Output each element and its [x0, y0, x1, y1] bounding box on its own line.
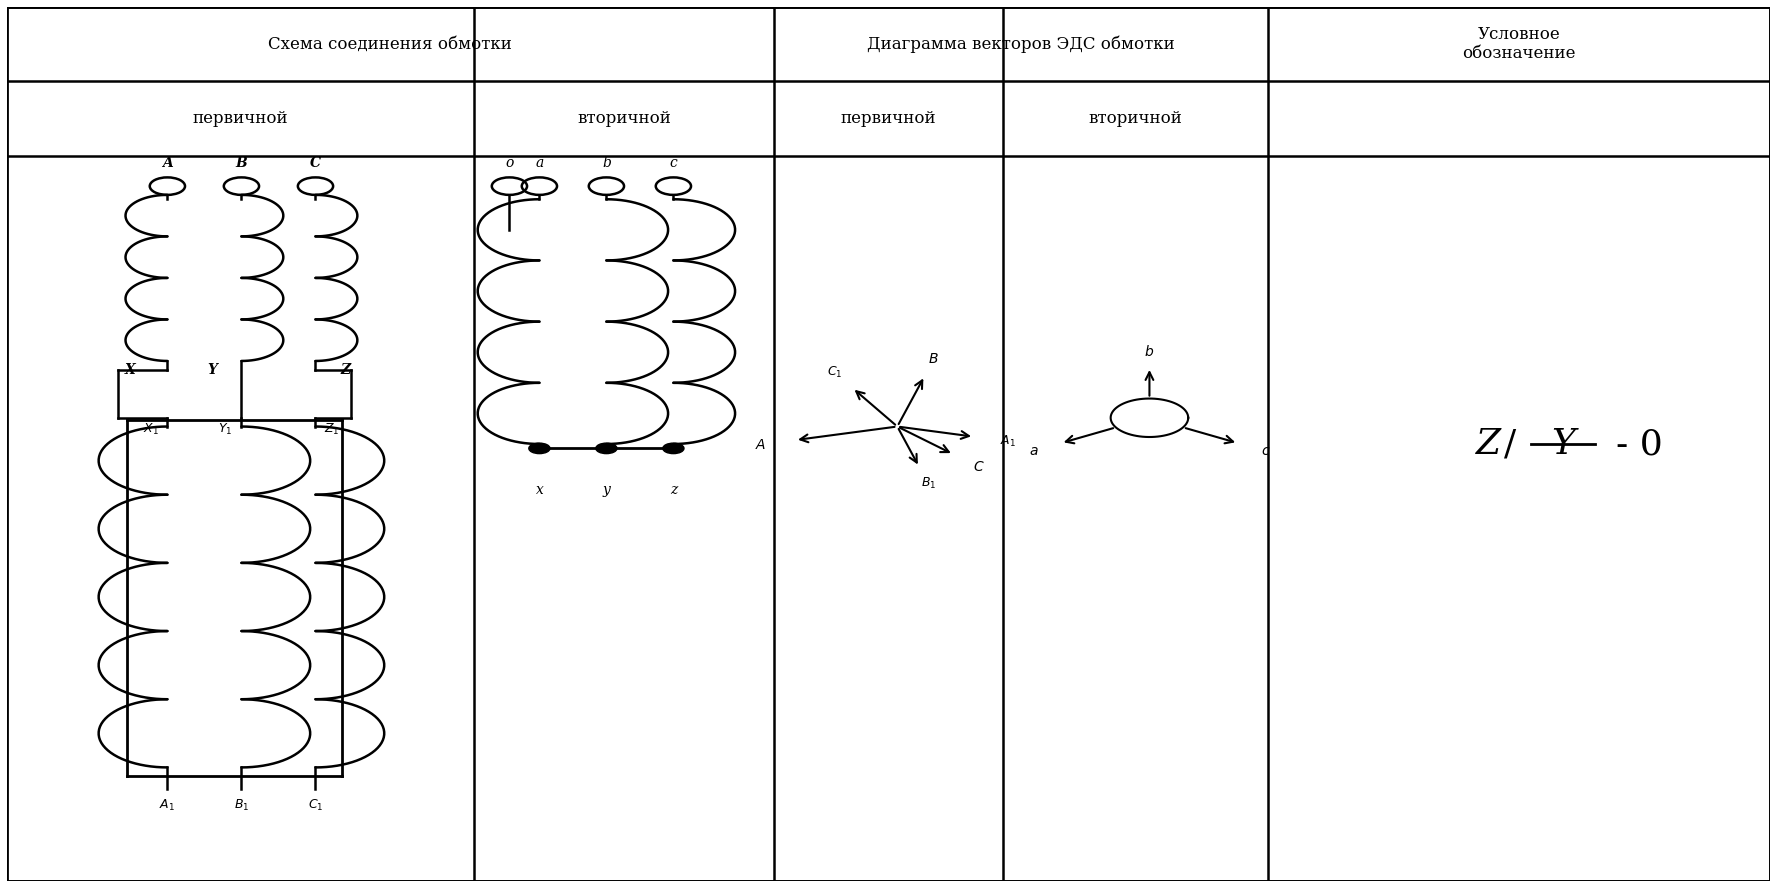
Text: $Z_1$: $Z_1$: [325, 422, 339, 437]
Text: первичной: первичной: [192, 110, 288, 127]
Text: $B_1$: $B_1$: [920, 476, 936, 491]
Text: Условное
обозначение: Условное обозначение: [1462, 26, 1576, 62]
Text: Схема соединения обмотки: Схема соединения обмотки: [268, 36, 512, 52]
Text: $b$: $b$: [1144, 344, 1155, 359]
Text: Z: Z: [339, 362, 350, 377]
Text: - 0: - 0: [1615, 427, 1663, 461]
Text: первичной: первичной: [841, 110, 936, 127]
Text: b: b: [602, 156, 611, 170]
Text: y: y: [602, 483, 610, 497]
Text: $A_1$: $A_1$: [160, 798, 176, 813]
Text: a: a: [535, 156, 544, 170]
Text: $Y_1$: $Y_1$: [219, 422, 233, 437]
Text: $A$: $A$: [755, 438, 766, 452]
Text: Y: Y: [206, 362, 217, 377]
Text: $C_1$: $C_1$: [307, 798, 323, 813]
Text: Y: Y: [1551, 427, 1574, 461]
Text: Диаграмма векторов ЭДС обмотки: Диаграмма векторов ЭДС обмотки: [867, 36, 1175, 53]
Text: вторичной: вторичной: [1088, 110, 1182, 127]
Text: $B_1$: $B_1$: [235, 798, 249, 813]
Text: C: C: [309, 156, 322, 170]
Text: вторичной: вторичной: [578, 110, 672, 127]
Text: $c$: $c$: [1260, 444, 1271, 458]
Text: $A_1$: $A_1$: [1000, 433, 1016, 448]
Text: /: /: [1503, 427, 1516, 461]
Text: c: c: [670, 156, 677, 170]
Text: A: A: [162, 156, 172, 170]
Text: B: B: [236, 156, 247, 170]
Text: $C_1$: $C_1$: [826, 365, 842, 380]
Circle shape: [530, 443, 551, 454]
Text: $B$: $B$: [929, 352, 940, 366]
Text: Z: Z: [1477, 427, 1502, 461]
Text: $a$: $a$: [1029, 444, 1038, 458]
Circle shape: [663, 443, 684, 454]
Text: X: X: [124, 362, 135, 377]
Text: z: z: [670, 483, 677, 497]
Text: x: x: [535, 483, 544, 497]
Text: $X_1$: $X_1$: [142, 422, 158, 437]
Text: o: o: [505, 156, 514, 170]
Circle shape: [595, 443, 617, 454]
Text: $C$: $C$: [972, 460, 984, 473]
